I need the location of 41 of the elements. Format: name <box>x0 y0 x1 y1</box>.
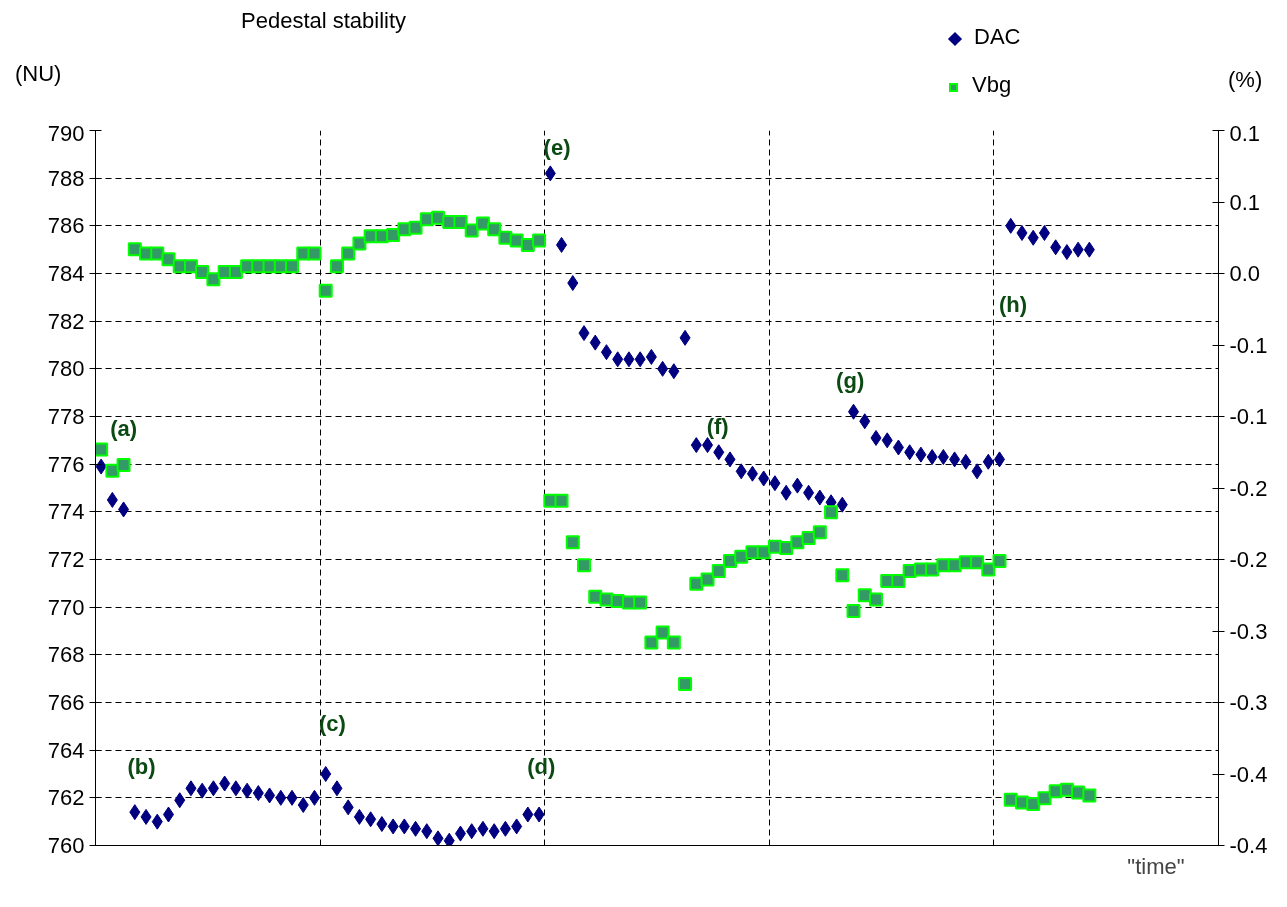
y2-tick-label: -0.3 <box>1229 618 1268 644</box>
y2-tick-label: -0.4 <box>1229 761 1268 787</box>
annotation: (f) <box>706 413 729 439</box>
annotation: (c) <box>319 711 346 737</box>
y-tick-label: 778 <box>47 404 85 429</box>
y-tick-label: 790 <box>47 120 85 146</box>
annotation: (h) <box>998 291 1028 317</box>
annotation: (a) <box>110 415 138 441</box>
y-tick-label: 762 <box>47 785 85 811</box>
y-tick-label: 770 <box>47 594 85 620</box>
y-tick-label: 784 <box>47 261 85 286</box>
y-tick-label: 776 <box>47 451 85 477</box>
y-tick-label: 766 <box>47 690 85 715</box>
annotation: (b) <box>127 754 156 780</box>
y-tick-label: 786 <box>47 213 85 239</box>
y-tick-label: 788 <box>47 165 85 191</box>
y-tick-label: 780 <box>47 356 85 382</box>
annotation: (g) <box>836 368 865 394</box>
y-tick-label: 768 <box>47 642 85 668</box>
y-tick-label: 772 <box>47 547 85 572</box>
y-tick-label: 782 <box>47 308 85 334</box>
annotation: (e) <box>543 134 571 160</box>
y2-tick-label: -0.2 <box>1229 547 1268 572</box>
y2-tick-label: -0.3 <box>1229 690 1268 715</box>
x-axis-title: "time" <box>1127 853 1185 879</box>
y2-tick-label: -0.4 <box>1229 833 1268 858</box>
y-tick-label: 764 <box>47 737 85 763</box>
y-tick-label: 760 <box>47 833 85 858</box>
y2-tick-label: -0.1 <box>1229 404 1268 429</box>
annotation: (d) <box>527 754 556 780</box>
y-tick-label: 774 <box>47 499 85 525</box>
chart-title: Pedestal stability <box>241 7 407 35</box>
y2-tick-label: 0.1 <box>1229 120 1261 146</box>
legend-label: Vbg <box>972 72 1012 97</box>
y2-tick-label: -0.2 <box>1229 475 1268 501</box>
y-axis-title: (NU) <box>15 60 62 88</box>
y2-tick-label: 0.1 <box>1229 189 1261 215</box>
y2-tick-label: 0.0 <box>1229 261 1261 286</box>
y2-axis-title: (%) <box>1228 66 1263 94</box>
legend-label: DAC <box>974 24 1021 49</box>
y2-tick-label: -0.1 <box>1229 332 1268 358</box>
